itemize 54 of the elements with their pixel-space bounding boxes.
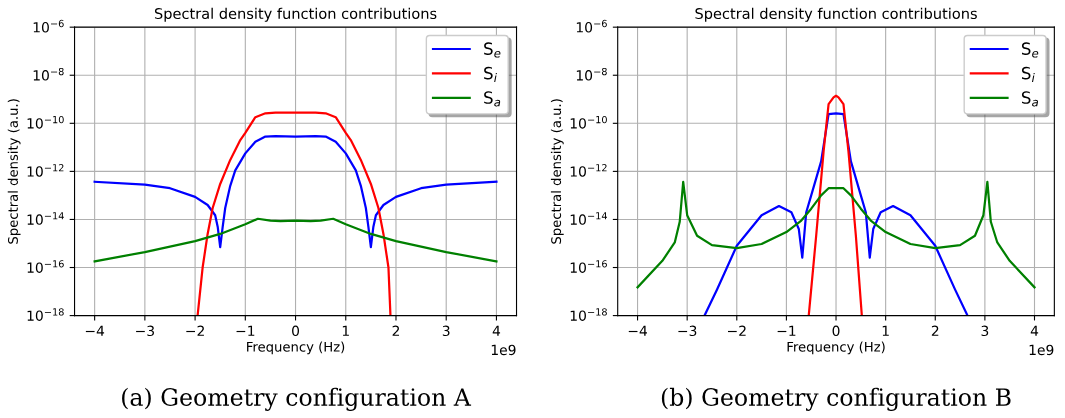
- x-tick-label: 2: [931, 325, 939, 336]
- legend-label: S$_{i}$: [1021, 66, 1035, 82]
- y-tick-label: 10$^{−12}$: [27, 164, 64, 177]
- y-axis-title: Spectral density (a.u.): [7, 99, 21, 244]
- x-tick-label: −3: [136, 325, 154, 337]
- line-series: [196, 111, 392, 316]
- x-axis-title: Frequency (Hz): [247, 341, 345, 355]
- x-tick-label: 3: [981, 325, 989, 337]
- line-series: [93, 135, 498, 249]
- line-series: [93, 217, 498, 263]
- y-tick-label: 10$^{−8}$: [576, 67, 607, 81]
- x-tick-label: 0: [832, 325, 840, 337]
- x-tick-label: −1: [777, 325, 796, 336]
- y-tick-label: 10$^{−18}$: [570, 308, 607, 321]
- x-tick-label: −4: [85, 325, 105, 336]
- legend-label: S$_{a}$: [1021, 91, 1038, 107]
- line-series: [636, 180, 1036, 289]
- y-tick-label: 10$^{−10}$: [27, 115, 64, 129]
- text: (a) Geometry configuration A: [122, 387, 472, 411]
- text: 1e9: [1029, 344, 1054, 356]
- x-tick-label: 0: [292, 325, 300, 337]
- legend-label: S$_{e}$: [1021, 42, 1039, 58]
- y-tick-label: 10$^{−14}$: [570, 212, 608, 225]
- x-tick-label: −1: [236, 325, 255, 336]
- x-tick-label: −2: [728, 325, 746, 336]
- x-tick-label: 4: [492, 325, 501, 336]
- line-series: [703, 112, 969, 316]
- y-tick-label: 10$^{−6}$: [33, 19, 64, 33]
- x-axis-title: Frequency (Hz): [787, 341, 885, 355]
- chart-title: Spectral density function contributions: [154, 7, 437, 22]
- y-tick-label: 10$^{−6}$: [576, 19, 607, 33]
- x-tick-label: −4: [628, 325, 648, 336]
- text: (b) Geometry configuration B: [661, 387, 1011, 411]
- x-tick-label: 4: [1030, 325, 1039, 336]
- y-tick-label: 10$^{−12}$: [570, 164, 607, 177]
- y-tick-label: 10$^{−14}$: [27, 212, 64, 225]
- text: 1e9: [491, 344, 516, 356]
- legend-label: S$_{i}$: [484, 66, 497, 82]
- y-tick-label: 10$^{−16}$: [27, 260, 64, 273]
- chart-title: Spectral density function contributions: [695, 7, 977, 22]
- y-tick-label: 10$^{−18}$: [27, 308, 64, 321]
- y-tick-label: 10$^{−10}$: [570, 115, 607, 129]
- x-tick-label: 3: [442, 325, 450, 337]
- legend-label: S$_{a}$: [484, 91, 501, 107]
- x-tick-label: 1: [882, 325, 889, 336]
- y-tick-label: 10$^{−16}$: [570, 260, 607, 273]
- x-tick-label: −3: [678, 325, 697, 337]
- y-axis-title: Spectral density (a.u.): [550, 99, 564, 244]
- x-tick-label: 2: [392, 325, 400, 336]
- legend-label: S$_{e}$: [484, 42, 501, 58]
- y-tick-label: 10$^{−8}$: [33, 67, 64, 81]
- line-series: [807, 94, 863, 316]
- x-tick-label: 1: [342, 325, 349, 336]
- x-tick-label: −2: [186, 325, 204, 336]
